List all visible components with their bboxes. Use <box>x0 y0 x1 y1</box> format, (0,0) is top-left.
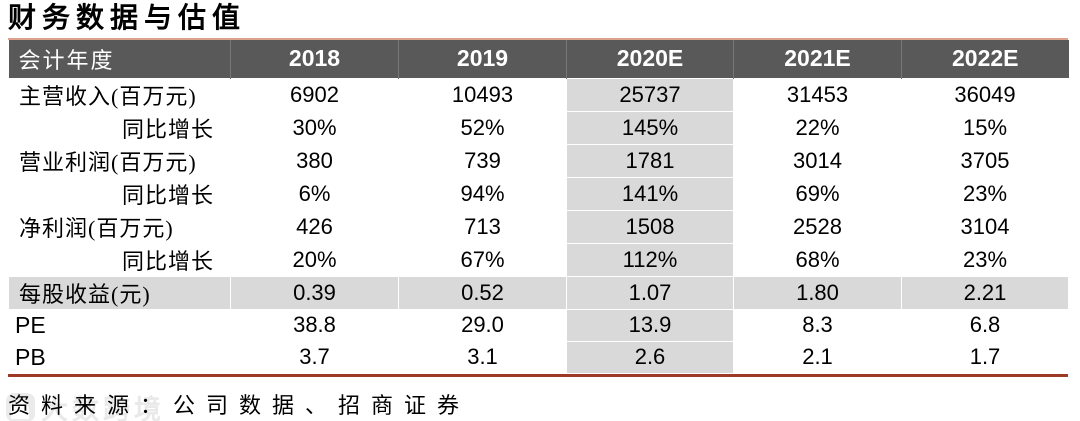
table-cell: 52% <box>398 110 567 145</box>
row-label: 营业利润(百万元) <box>8 143 231 178</box>
table-cell: 13.9 <box>566 308 734 342</box>
table-cell: 380 <box>230 143 399 178</box>
source-note: 资料来源：公司数据、招商证券 <box>8 392 471 418</box>
table-row: PB 3.7 3.1 2.6 2.1 1.7 <box>8 340 1069 374</box>
table-cell: 145% <box>566 110 734 145</box>
table-cell: 1.80 <box>733 275 902 310</box>
table-cell: 3.1 <box>398 340 567 374</box>
table-cell: 141% <box>566 176 734 211</box>
column-header-2018: 2018 <box>230 40 399 78</box>
table-row: 每股收益(元) 0.39 0.52 1.07 1.80 2.21 <box>8 275 1069 310</box>
table-row: 营业利润(百万元) 380 739 1781 3014 3705 <box>8 143 1069 178</box>
table-cell: 15% <box>901 110 1069 145</box>
row-label: PE <box>8 308 231 342</box>
table-cell: 68% <box>733 242 902 277</box>
table-cell: 38.8 <box>230 308 399 342</box>
table-row: 净利润(百万元) 426 713 1508 2528 3104 <box>8 209 1069 244</box>
table-cell: 713 <box>398 209 567 244</box>
table-cell: 3.7 <box>230 340 399 374</box>
table-body: 主营收入(百万元) 6902 10493 25737 31453 36049 同比增长 30%… <box>8 77 1069 374</box>
table-cell: 31453 <box>733 77 902 112</box>
table-cell: 0.39 <box>230 275 399 310</box>
report-financial-section: 财务数据与估值 会计年度 2018 2019 2020E 2021E 2022E 主营收入… <box>8 2 1069 420</box>
table-cell: 94% <box>398 176 567 211</box>
row-label: 同比增长 <box>8 176 231 211</box>
column-header-label: 会计年度 <box>8 40 231 78</box>
table-cell: 1.07 <box>566 275 734 310</box>
table-cell: 1508 <box>566 209 734 244</box>
table-header: 会计年度 2018 2019 2020E 2021E 2022E <box>8 40 1069 78</box>
table-cell: 6.8 <box>901 308 1069 342</box>
column-header-2020E: 2020E <box>566 40 734 78</box>
column-header-2022E: 2022E <box>901 40 1069 78</box>
table-cell: 10493 <box>398 77 567 112</box>
table-cell: 67% <box>398 242 567 277</box>
table-cell: 30% <box>230 110 399 145</box>
table-header-row: 会计年度 2018 2019 2020E 2021E 2022E <box>8 40 1069 78</box>
section-title: 财务数据与估值 <box>8 3 247 34</box>
table-cell: 3104 <box>901 209 1069 244</box>
table-cell: 3705 <box>901 143 1069 178</box>
row-label: PB <box>8 340 231 374</box>
table-cell: 112% <box>566 242 734 277</box>
row-label: 同比增长 <box>8 242 231 277</box>
table-cell: 1.7 <box>901 340 1069 374</box>
table-cell: 8.3 <box>733 308 902 342</box>
table-cell: 69% <box>733 176 902 211</box>
table-row: 主营收入(百万元) 6902 10493 25737 31453 36049 <box>8 77 1069 112</box>
row-label: 净利润(百万元) <box>8 209 231 244</box>
table-cell: 2.6 <box>566 340 734 374</box>
table-cell: 6902 <box>230 77 399 112</box>
table-cell: 20% <box>230 242 399 277</box>
table-cell: 2528 <box>733 209 902 244</box>
table-row: PE 38.8 29.0 13.9 8.3 6.8 <box>8 308 1069 342</box>
table-bottom-rule <box>8 373 1068 377</box>
table-row: 同比增长 20% 67% 112% 68% 23% <box>8 242 1069 277</box>
row-label: 主营收入(百万元) <box>8 77 231 112</box>
table-cell: 739 <box>398 143 567 178</box>
column-header-2021E: 2021E <box>733 40 902 78</box>
row-label: 每股收益(元) <box>8 275 231 310</box>
row-label: 同比增长 <box>8 110 231 145</box>
table-cell: 36049 <box>901 77 1069 112</box>
financial-data-table: 会计年度 2018 2019 2020E 2021E 2022E 主营收入(百万元) 690… <box>8 40 1069 374</box>
table-cell: 2.21 <box>901 275 1069 310</box>
table-row: 同比增长 30% 52% 145% 22% 15% <box>8 110 1069 145</box>
column-header-2019: 2019 <box>398 40 567 78</box>
table-cell: 6% <box>230 176 399 211</box>
table-cell: 2.1 <box>733 340 902 374</box>
table-cell: 1781 <box>566 143 734 178</box>
table-cell: 23% <box>901 176 1069 211</box>
table-cell: 25737 <box>566 77 734 112</box>
table-top-rule <box>8 38 1068 40</box>
table-cell: 23% <box>901 242 1069 277</box>
table-cell: 3014 <box>733 143 902 178</box>
table-cell: 0.52 <box>398 275 567 310</box>
table-cell: 22% <box>733 110 902 145</box>
table-row: 同比增长 6% 94% 141% 69% 23% <box>8 176 1069 211</box>
table-cell: 426 <box>230 209 399 244</box>
table-cell: 29.0 <box>398 308 567 342</box>
